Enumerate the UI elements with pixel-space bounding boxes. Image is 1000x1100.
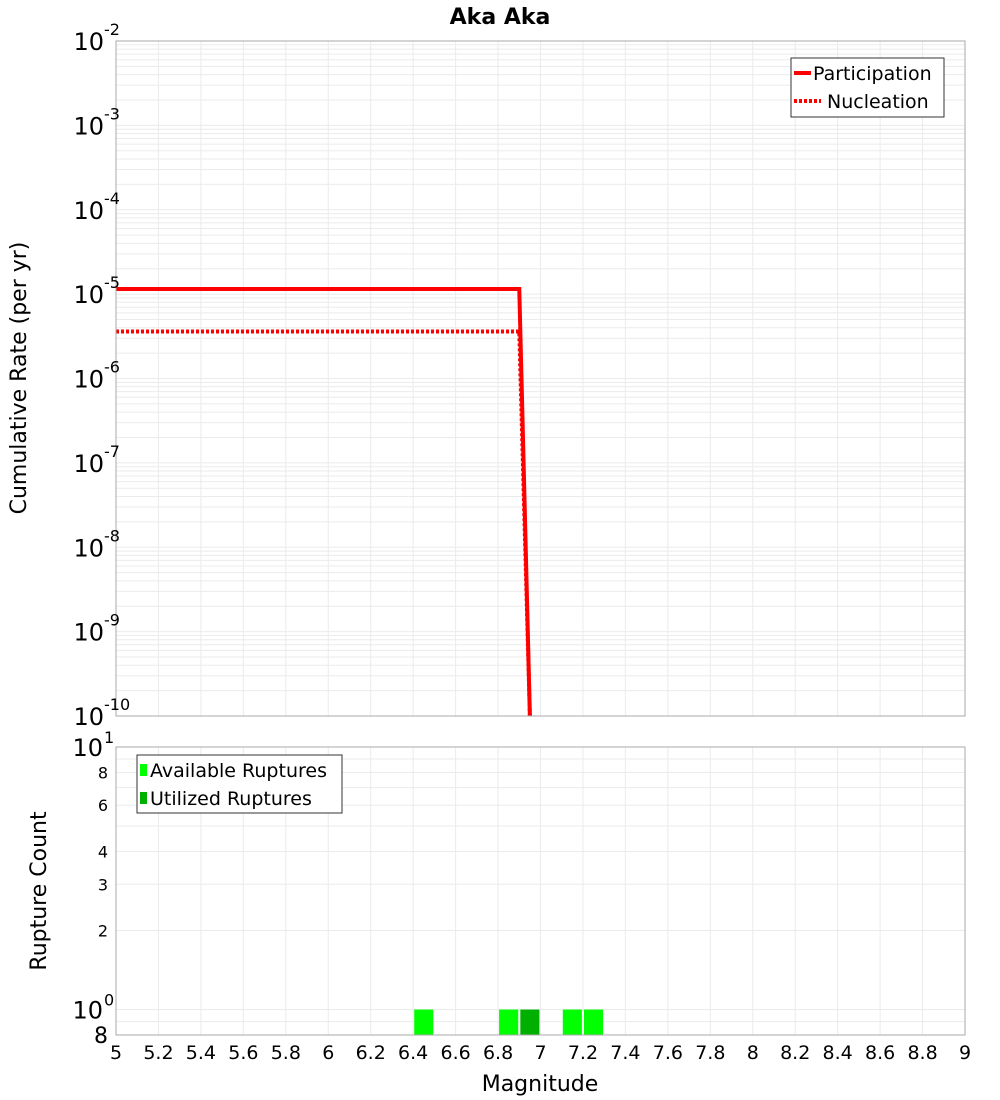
x-tick-label: 7.4 (610, 1042, 640, 1064)
top-series (116, 287, 532, 717)
y-tick-label: 10 (73, 366, 104, 394)
y-tick-label: 10 (73, 619, 104, 647)
bottom-bars (414, 1009, 604, 1035)
top-plot-frame (115, 40, 966, 717)
y-tick-exponent: -6 (104, 358, 120, 377)
x-tick-label: 8 (747, 1042, 759, 1064)
legend-participation: Participation (813, 63, 932, 85)
x-axis-label: Magnitude (482, 1072, 599, 1097)
rupture-bar (562, 1009, 582, 1035)
y-tick-exponent: -2 (104, 20, 120, 39)
y-tick-label: 3 (98, 875, 108, 894)
x-tick-label: 7.6 (653, 1042, 683, 1064)
x-tick-label: 5.4 (186, 1042, 216, 1064)
y-tick-exponent: 1 (104, 728, 114, 747)
y-tick-label: 10 (73, 534, 104, 562)
x-tick-label: 7.8 (695, 1042, 725, 1064)
y-tick-label: 10 (73, 197, 104, 225)
x-tick-label: 9 (959, 1042, 971, 1064)
x-tick-label: 8.2 (780, 1042, 810, 1064)
nucleation-line (116, 329, 532, 717)
top-grid (116, 41, 966, 717)
rupture-bar (520, 1009, 540, 1035)
x-tick-label: 5.2 (143, 1042, 173, 1064)
y-tick-exponent: 0 (104, 991, 114, 1010)
y-tick-exponent: -10 (104, 695, 130, 714)
bottom-legend: Available Ruptures Utilized Ruptures (136, 754, 343, 814)
x-tick-label: 8.4 (823, 1042, 853, 1064)
y-tick-label: 10 (72, 734, 103, 762)
bottom-plot-frame (115, 746, 966, 1036)
x-tick-label: 6.6 (440, 1042, 470, 1064)
legend-available: Available Ruptures (150, 760, 327, 782)
y-tick-label: 10 (73, 450, 104, 478)
x-tick-label: 5.6 (228, 1042, 258, 1064)
y-tick-exponent: -5 (104, 273, 120, 292)
x-tick-label: 5 (110, 1042, 122, 1064)
y-tick-label: 10 (73, 28, 104, 56)
top-y-ticks: 10-210-310-410-510-610-710-810-910-10 (73, 20, 130, 731)
y-tick-label: 10 (73, 703, 104, 731)
cumulative-rate-plot: 10-210-310-410-510-610-710-810-910-10 Cu… (7, 20, 966, 731)
y-tick-label: 10 (73, 112, 104, 140)
rupture-bar (499, 1009, 519, 1035)
y-tick-exponent: -8 (104, 526, 120, 545)
y-tick-label: 10 (72, 997, 103, 1025)
top-legend: Participation Nucleation (790, 57, 945, 118)
rupture-bar (414, 1009, 434, 1035)
utilized-swatch-icon (140, 792, 147, 804)
x-ticks: 5 5.2 5.4 5.6 5.8 6 6.2 6.4 6.6 6.8 7 7.2 7.4 7.6 7.8 8… (110, 1042, 971, 1064)
x-tick-label: 6.8 (483, 1042, 513, 1064)
y-tick-label: 8 (94, 1024, 108, 1049)
x-tick-label: 8.6 (865, 1042, 895, 1064)
x-tick-label: 6.4 (398, 1042, 428, 1064)
y-tick-exponent: -3 (104, 104, 120, 123)
y-tick-label: 8 (98, 763, 108, 782)
legend-utilized: Utilized Ruptures (150, 788, 312, 810)
top-y-axis-label: Cumulative Rate (per yr) (7, 242, 32, 515)
legend-nucleation: Nucleation (827, 91, 929, 113)
legend-box (136, 754, 343, 814)
x-tick-label: 6 (322, 1042, 334, 1064)
y-tick-exponent: -9 (104, 611, 120, 630)
x-tick-label: 7.2 (568, 1042, 598, 1064)
y-tick-label: 10 (73, 281, 104, 309)
y-tick-label: 2 (98, 922, 108, 941)
x-tick-label: 7 (534, 1042, 546, 1064)
chart-title: Aka Aka (450, 5, 551, 30)
y-tick-exponent: -4 (104, 189, 120, 208)
y-tick-label: 4 (98, 842, 108, 861)
y-tick-label: 6 (98, 796, 108, 815)
x-tick-label: 8.8 (907, 1042, 937, 1064)
x-tick-label: 5.8 (271, 1042, 301, 1064)
y-tick-exponent: -7 (104, 442, 120, 461)
available-swatch-icon (140, 764, 147, 776)
legend-box (790, 57, 945, 118)
x-tick-label: 6.2 (356, 1042, 386, 1064)
bottom-y-axis-label: Rupture Count (27, 811, 52, 971)
rupture-bar (584, 1009, 604, 1035)
